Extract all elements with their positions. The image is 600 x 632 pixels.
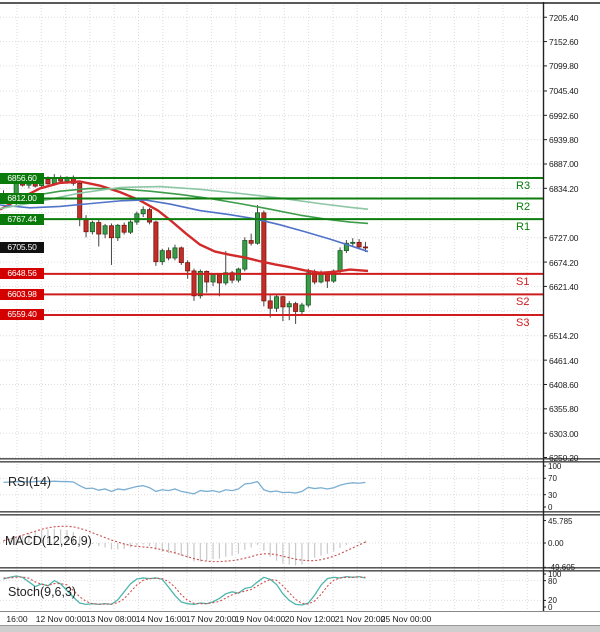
macd-tick: 0.00 [548,539,564,548]
stoch-tick: 0 [548,603,553,612]
rsi-line [3,480,366,495]
stoch-tick: 20 [548,596,557,606]
pivot-badge-s3: 6559.40 [0,309,44,321]
macd-tick: 45.785 [548,516,573,526]
price-tick: 7099.80 [549,61,579,72]
price-tick: 6939.80 [549,135,579,146]
pivot-label-r2: R2 [516,200,531,213]
price-tick: 6674.20 [549,257,579,268]
ma-blue-line [0,199,369,253]
x-axis-label: 13 Nov 08:00 [85,613,137,624]
rsi-tick: 30 [548,490,557,500]
x-axis-label: 21 Nov 20:00 [334,613,386,624]
rsi-label: RSI(14) [8,475,52,489]
price-tick: 6514.20 [549,331,579,342]
stoch-tick: 80 [548,576,557,586]
ma-red-line [0,180,369,274]
x-axis-label: 12 Nov 00:00 [35,613,87,624]
x-axis-label: 20 Nov 12:00 [284,613,336,624]
stoch-k-line [3,575,366,606]
price-tick: 7152.60 [549,37,579,48]
price-tick: 6408.60 [549,379,579,390]
price-tick: 7045.40 [549,86,579,97]
price-tick: 6727.00 [549,233,579,244]
macd-signal-line [3,525,366,563]
pivot-label-r3: R3 [516,180,531,192]
pivot-label-r1: R1 [516,221,531,234]
macd-tick: -49.605 [548,563,576,573]
x-axis-label: 16:00 [6,613,28,624]
pivot-label-s2: S2 [516,296,530,309]
pivot-label-s3: S3 [516,316,530,329]
price-tick: 6834.20 [549,183,579,194]
price-tick: 6303.00 [549,428,579,439]
x-axis-label: 14 Nov 16:00 [135,613,187,624]
rsi-tick: 70 [548,474,557,484]
current-price-badge: 6705.50 [0,242,44,254]
pivot-badge-s1: 6648.56 [0,268,44,280]
price-tick: 6992.60 [549,110,579,121]
x-axis-label: 25 Nov 00:00 [380,613,432,624]
pivot-badge-s2: 6603.98 [0,288,44,300]
stoch-label: Stoch(9,6,3) [8,585,77,599]
price-tick: 6621.40 [549,281,579,292]
x-axis-label: 19 Nov 04:00 [234,613,286,624]
pivot-label-s1: S1 [516,275,530,288]
x-axis-label: 17 Nov 20:00 [185,613,237,624]
price-tick: 6250.20 [549,452,579,463]
macd-label: MACD(12,26,9) [5,534,92,548]
stoch-tick: 100 [548,570,562,579]
price-tick: 6887.00 [549,159,579,170]
price-tick: 6355.80 [549,404,579,415]
rsi-tick: 100 [548,462,562,471]
rsi-tick: 0 [548,503,553,512]
price-tick: 6461.40 [549,355,579,366]
pivot-badge-r1: 6767.44 [0,213,44,225]
pivot-badge-r3: 6856.60 [0,172,44,184]
pivot-badge-r2: 6812.00 [0,193,44,205]
ma-teal-line [0,185,369,210]
price-tick: 7205.40 [549,12,579,23]
